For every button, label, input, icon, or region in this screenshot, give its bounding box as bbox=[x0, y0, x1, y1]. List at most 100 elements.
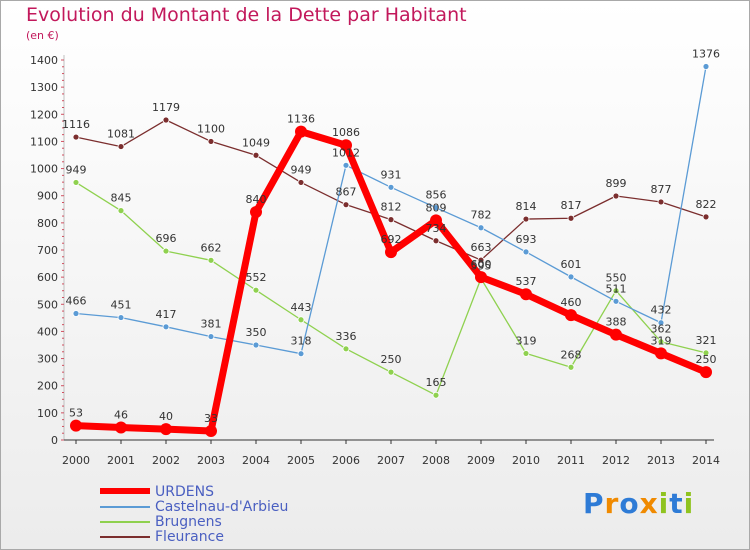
data-point bbox=[342, 345, 350, 353]
data-label: 511 bbox=[606, 282, 627, 295]
data-point bbox=[610, 328, 622, 341]
y-tick-label: 500 bbox=[37, 298, 58, 311]
y-tick-label: 1000 bbox=[30, 163, 58, 176]
x-tick-label: 2008 bbox=[422, 454, 450, 467]
data-point bbox=[117, 143, 125, 150]
data-label: 550 bbox=[606, 272, 627, 285]
data-label: 663 bbox=[471, 241, 492, 254]
data-label: 33 bbox=[204, 412, 218, 425]
data-point bbox=[612, 287, 620, 295]
legend-label: Castelnau-d'Arbieu bbox=[155, 499, 289, 515]
data-label: 268 bbox=[561, 348, 582, 361]
x-tick-label: 2001 bbox=[107, 454, 135, 467]
data-label: 362 bbox=[651, 323, 672, 336]
x-tick-label: 2000 bbox=[62, 454, 90, 467]
data-label: 812 bbox=[381, 201, 402, 214]
data-point bbox=[207, 256, 215, 264]
legend-label: Fleurance bbox=[155, 529, 224, 545]
logo-letter: x bbox=[639, 487, 659, 520]
data-label: 696 bbox=[156, 232, 177, 245]
legend-swatch bbox=[100, 488, 150, 494]
data-label: 814 bbox=[516, 200, 537, 213]
data-label: 840 bbox=[246, 193, 267, 206]
data-label: 1136 bbox=[287, 113, 315, 126]
data-point bbox=[522, 350, 530, 357]
data-point bbox=[567, 214, 575, 222]
data-label: 40 bbox=[159, 410, 173, 423]
data-label: 899 bbox=[606, 177, 627, 190]
data-point bbox=[385, 246, 397, 259]
data-label: 867 bbox=[336, 186, 357, 199]
data-label: 381 bbox=[201, 318, 222, 331]
data-point bbox=[162, 116, 170, 124]
data-point bbox=[342, 161, 350, 169]
data-point bbox=[657, 319, 665, 327]
logo-letter: o bbox=[619, 487, 640, 520]
y-tick-label: 600 bbox=[37, 271, 58, 284]
y-tick-label: 700 bbox=[37, 244, 58, 257]
data-label: 1049 bbox=[242, 136, 270, 149]
y-tick-label: 800 bbox=[37, 217, 58, 230]
data-point bbox=[162, 247, 170, 255]
data-label: 1100 bbox=[197, 122, 225, 135]
data-point bbox=[430, 214, 442, 227]
legend-swatch bbox=[100, 536, 150, 538]
y-tick-label: 200 bbox=[37, 380, 58, 393]
y-tick-label: 400 bbox=[37, 325, 58, 338]
data-label: 693 bbox=[516, 233, 537, 246]
x-tick-label: 2009 bbox=[467, 454, 495, 467]
data-point bbox=[207, 333, 215, 340]
data-point bbox=[70, 419, 82, 432]
proxiti-logo: Proxiti bbox=[583, 487, 694, 520]
data-label: 336 bbox=[336, 330, 357, 343]
data-point bbox=[565, 309, 577, 322]
chart-subtitle: (en €) bbox=[26, 29, 59, 42]
y-tick-label: 1400 bbox=[30, 54, 58, 67]
legend-item: Fleurance bbox=[100, 529, 360, 545]
data-label: 662 bbox=[201, 241, 222, 254]
data-point bbox=[567, 363, 575, 371]
data-point bbox=[387, 216, 395, 224]
data-point bbox=[117, 314, 125, 321]
data-point bbox=[117, 207, 125, 215]
data-point bbox=[387, 183, 395, 191]
legend-item: Castelnau-d'Arbieu bbox=[100, 499, 360, 515]
data-label: 552 bbox=[246, 271, 267, 284]
data-label: 432 bbox=[651, 304, 672, 317]
data-point bbox=[72, 310, 80, 317]
data-point bbox=[72, 179, 80, 186]
data-point bbox=[475, 271, 487, 284]
y-tick-label: 0 bbox=[51, 434, 58, 447]
x-tick-label: 2014 bbox=[692, 454, 720, 467]
data-label: 822 bbox=[696, 198, 717, 211]
data-label: 417 bbox=[156, 308, 177, 321]
logo-letter: r bbox=[604, 487, 620, 520]
data-point bbox=[702, 213, 710, 221]
data-label: 165 bbox=[426, 376, 447, 389]
legend-swatch bbox=[100, 506, 150, 508]
data-point bbox=[700, 366, 712, 379]
x-tick-label: 2007 bbox=[377, 454, 405, 467]
data-point bbox=[205, 425, 217, 438]
chart-title: Evolution du Montant de la Dette par Hab… bbox=[26, 4, 467, 26]
x-tick-label: 2013 bbox=[647, 454, 675, 467]
data-label: 817 bbox=[561, 199, 582, 212]
data-point bbox=[162, 323, 170, 331]
logo-letter: i bbox=[683, 487, 695, 520]
data-label: 949 bbox=[291, 163, 312, 176]
logo-letter: t bbox=[669, 487, 684, 520]
data-label: 877 bbox=[651, 183, 672, 196]
data-label: 856 bbox=[426, 189, 447, 202]
data-point bbox=[297, 316, 305, 324]
data-point bbox=[72, 133, 80, 141]
data-point bbox=[250, 206, 262, 218]
data-point bbox=[655, 347, 667, 360]
data-label: 350 bbox=[246, 326, 267, 339]
x-tick-label: 2004 bbox=[242, 454, 270, 467]
data-point bbox=[702, 63, 710, 70]
x-tick-label: 2002 bbox=[152, 454, 180, 467]
legend-swatch bbox=[100, 521, 150, 523]
data-label: 250 bbox=[696, 353, 717, 366]
data-label: 601 bbox=[561, 258, 582, 271]
